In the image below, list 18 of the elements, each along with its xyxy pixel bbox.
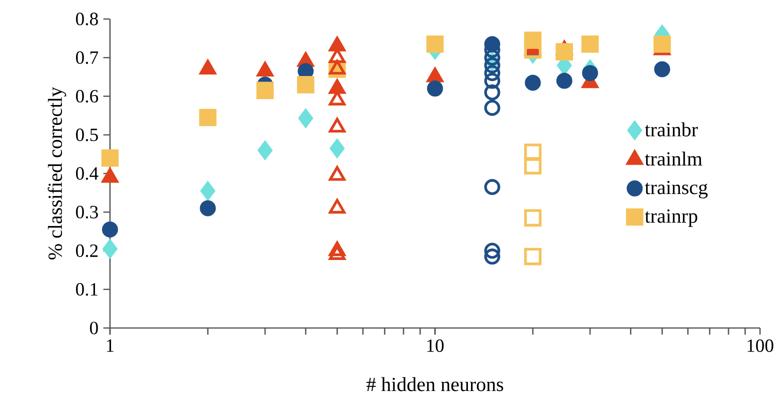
y-tick-label: 0.2 [76, 244, 98, 258]
y-tick-label: 0 [90, 322, 98, 334]
x-tick-label: 1 [106, 339, 114, 352]
legend-label: trainlm [644, 152, 702, 166]
y-tick-label: 0.5 [76, 128, 98, 142]
x-axis-title: # hidden neurons [366, 377, 504, 392]
legend-label: trainscg [644, 180, 708, 198]
y-tick-label: 0.3 [76, 206, 98, 218]
y-tick-label: 0.4 [76, 167, 98, 180]
y-tick-label: 0.6 [76, 90, 98, 103]
legend-label: trainrp [644, 209, 698, 227]
legend-label: trainbr [644, 122, 698, 136]
y-tick-label: 0.7 [76, 51, 98, 64]
y-tick-label: 0.1 [76, 283, 98, 296]
y-tick-label: 0.8 [76, 12, 98, 26]
x-tick-label: 100 [748, 339, 774, 352]
y-axis-title: % classified correctly [48, 86, 66, 260]
x-tick-label: 10 [427, 339, 444, 352]
